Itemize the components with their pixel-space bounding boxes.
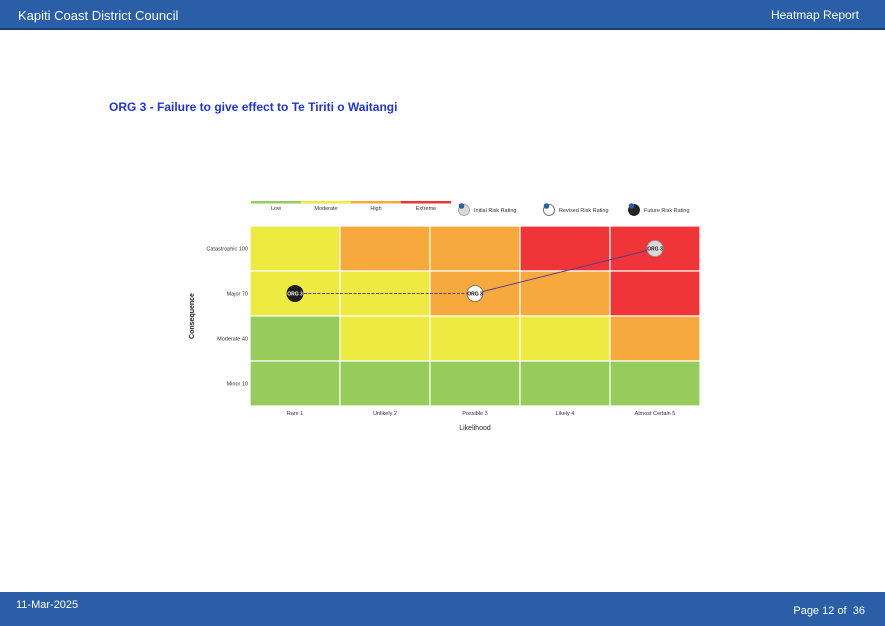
organization-name: Kapiti Coast District Council xyxy=(18,8,179,23)
trajectory-line xyxy=(474,248,656,294)
page-of: of xyxy=(837,605,847,617)
heatmap-cell xyxy=(519,360,611,407)
y-tick-label: Major 70 xyxy=(227,292,248,298)
heatmap-cell xyxy=(339,225,431,272)
x-tick-label: Rare 1 xyxy=(287,411,304,417)
legend-level-bar xyxy=(401,201,451,204)
legend-level-label: Moderate xyxy=(314,206,337,212)
heatmap-cell xyxy=(339,360,431,407)
page-number: 12 xyxy=(822,605,835,617)
y-tick-label: Catastrophic 100 xyxy=(206,247,248,253)
heatmap-cell xyxy=(609,360,701,407)
heatmap-cell xyxy=(519,315,611,362)
y-tick-label: Minor 10 xyxy=(227,382,248,388)
page-indicator: Page 12 of 36 xyxy=(793,605,865,617)
legend-level-label: High xyxy=(370,206,381,212)
heatmap-cell xyxy=(519,225,611,272)
legend-level-label: Extreme xyxy=(416,206,436,212)
heatmap-cell xyxy=(249,360,341,407)
x-tick-label: Possible 3 xyxy=(462,411,487,417)
heatmap-cell xyxy=(429,360,521,407)
point-marker-label: ORG 3 xyxy=(647,246,663,252)
legend-level-bar xyxy=(301,201,351,204)
heatmap-cell xyxy=(519,270,611,317)
legend-level-label: Low xyxy=(271,206,281,212)
legend-check-icon xyxy=(628,203,635,209)
point-marker-label: ORG 3 xyxy=(287,291,303,297)
y-axis-label: Consequence xyxy=(189,293,196,339)
x-tick-label: Unlikely 2 xyxy=(373,411,397,417)
legend-check-icon xyxy=(458,203,465,209)
point-marker xyxy=(646,240,664,257)
risk-title: ORG 3 - Failure to give effect to Te Tir… xyxy=(109,100,398,114)
report-date: 11-Mar-2025 xyxy=(16,599,79,611)
heatmap-cell xyxy=(339,315,431,362)
y-tick-label: Moderate 40 xyxy=(217,337,248,343)
report-footer: 11-Mar-2025 Page 12 of 36 xyxy=(0,592,885,626)
heatmap-cell xyxy=(249,225,341,272)
heatmap-cell xyxy=(249,315,341,362)
legend-level-bar xyxy=(251,201,301,204)
page-prefix: Page xyxy=(793,605,820,617)
legend-rating-label: Revised Risk Rating xyxy=(559,208,609,214)
point-marker xyxy=(466,285,484,302)
heatmap-cell xyxy=(429,225,521,272)
x-axis-label: Likelihood xyxy=(459,425,491,432)
legend-level-bar xyxy=(351,201,401,204)
point-marker-label: ORG 3 xyxy=(467,291,483,297)
report-header: Kapiti Coast District Council Heatmap Re… xyxy=(0,0,885,30)
legend-check-icon xyxy=(543,203,550,209)
x-tick-label: Likely 4 xyxy=(556,411,575,417)
page-total: 36 xyxy=(852,605,865,617)
heatmap-cell xyxy=(429,315,521,362)
report-title: Heatmap Report xyxy=(770,8,859,22)
x-tick-label: Almost Certain 5 xyxy=(635,411,676,417)
legend-rating-label: Initial Risk Rating xyxy=(474,208,517,214)
point-marker xyxy=(286,285,304,302)
heatmap-cell xyxy=(609,315,701,362)
legend-rating-label: Future Risk Rating xyxy=(644,208,690,214)
heatmap-cell xyxy=(609,270,701,317)
